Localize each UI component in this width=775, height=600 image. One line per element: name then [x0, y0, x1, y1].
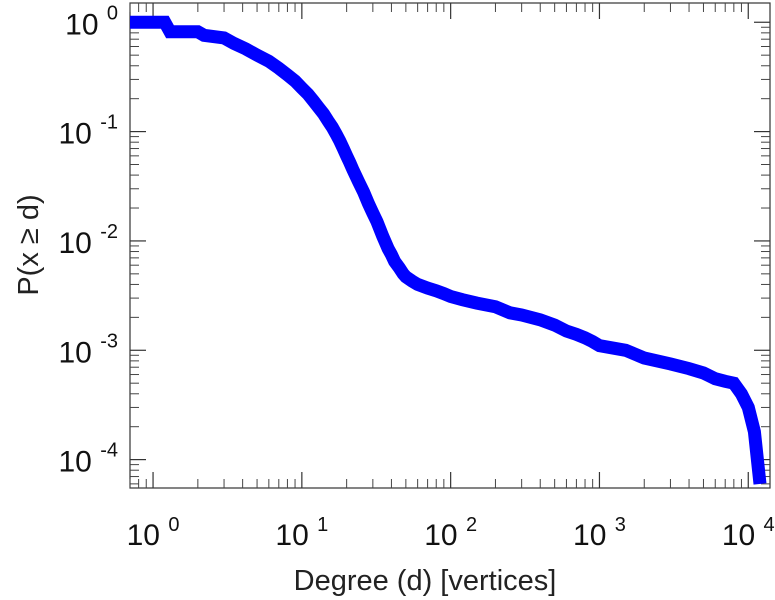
y-tick-label: 10 -2	[58, 221, 118, 260]
x-tick-label: 10 1	[275, 514, 328, 552]
y-tick-label: 10 -3	[58, 330, 118, 369]
y-tick-label: 10 -4	[58, 440, 118, 479]
minor-ticks	[129, 3, 770, 488]
y-tick-label: 10 -1	[58, 112, 118, 151]
x-tick-label: 10 4	[722, 514, 775, 552]
y-tick-label: 10 0	[65, 2, 118, 41]
x-tick-label: 10 0	[127, 514, 180, 552]
x-tick-label: 10 3	[573, 514, 626, 552]
plot-frame	[129, 2, 771, 489]
y-axis-label: P(x ≥ d)	[13, 194, 45, 295]
x-tick-label: 10 2	[424, 514, 477, 552]
x-tick-labels: 10 0 10 1 10 2 10 3 10 4	[127, 514, 775, 552]
x-axis-label: Degree (d) [vertices]	[294, 565, 557, 597]
major-ticks	[130, 3, 770, 488]
series-line	[130, 15, 767, 485]
y-tick-labels: 10 0 10 -1 10 -2 10 -3 10 -4	[58, 2, 118, 478]
